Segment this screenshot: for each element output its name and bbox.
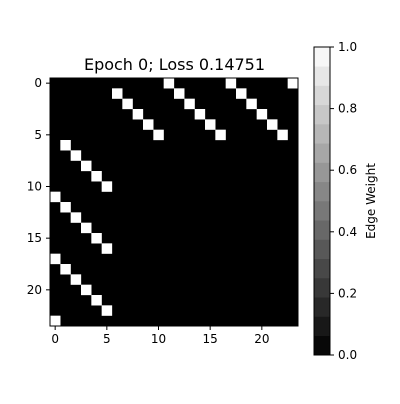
heatmap-cell — [50, 253, 61, 265]
y-tick-label: 15 — [27, 231, 42, 245]
heatmap-cell — [81, 160, 92, 172]
colorbar-tick-label: 1.0 — [338, 40, 357, 54]
colorbar-label: Edge Weight — [364, 163, 378, 239]
colorbar: 0.0 0.2 0.4 0.6 0.8 1.0 Edge Weight — [313, 40, 378, 362]
colorbar-segment — [314, 162, 330, 183]
heatmap-cell — [101, 305, 113, 316]
colorbar-segment — [314, 124, 330, 144]
y-tick-label: 10 — [27, 180, 42, 194]
heatmap-cell — [112, 88, 123, 99]
heatmap-axes: 0 5 10 15 20 0 5 10 15 20 — [27, 76, 299, 346]
colorbar-segment — [314, 239, 330, 260]
heatmap-cell — [101, 243, 113, 254]
y-tick-label: 5 — [34, 128, 42, 142]
colorbar-frame — [313, 46, 331, 356]
heatmap-cell — [267, 119, 278, 130]
colorbar-tick-label: 0.2 — [338, 286, 357, 300]
heatmap-cell — [205, 119, 216, 130]
colorbar-segment — [314, 335, 330, 356]
colorbar-segment — [314, 278, 330, 298]
colorbar-segment — [314, 66, 330, 86]
heatmap-cell — [60, 202, 71, 213]
heatmap-cell — [236, 88, 247, 99]
colorbar-tick-label: 0.0 — [338, 348, 357, 362]
heatmap-cell — [91, 233, 102, 244]
y-tick-label: 20 — [27, 283, 42, 297]
colorbar-segment — [314, 85, 330, 106]
heatmap-cell — [287, 78, 299, 89]
x-tick-label: 20 — [254, 332, 269, 346]
heatmap-cell — [70, 150, 82, 161]
x-tick-label: 10 — [151, 332, 166, 346]
colorbar-segment — [314, 220, 330, 240]
x-tick-label: 15 — [203, 332, 218, 346]
colorbar-segment — [314, 104, 330, 125]
x-tick-label: 5 — [103, 332, 111, 346]
heatmap-cell — [60, 264, 71, 275]
heatmap-cell — [70, 274, 82, 285]
heatmap-cell — [194, 109, 206, 120]
colorbar-segment — [314, 143, 330, 163]
heatmap-cell — [91, 171, 102, 182]
heatmap-cell — [246, 98, 257, 110]
heatmap-cell — [81, 284, 92, 296]
colorbar-tick-label: 0.4 — [338, 225, 357, 239]
heatmap-cell — [163, 78, 175, 89]
colorbar-segment — [314, 316, 330, 337]
heatmap-cell — [277, 129, 288, 141]
heatmap-cell — [215, 129, 226, 141]
heatmap-cell — [81, 222, 92, 234]
heatmap-cell — [256, 109, 268, 120]
heatmap-cell — [184, 98, 195, 110]
heatmap-cell — [101, 181, 113, 192]
heatmap-cell — [60, 140, 71, 151]
plot-frame — [49, 77, 299, 327]
colorbar-segment — [314, 297, 330, 317]
heatmap-cell — [143, 119, 154, 130]
colorbar-segment — [314, 258, 330, 279]
colorbar-segment — [314, 47, 330, 67]
colorbar-tick-label: 0.6 — [338, 163, 357, 177]
heatmap-cell — [132, 109, 144, 120]
y-tick-label: 0 — [34, 76, 42, 90]
heatmap-cell — [91, 295, 102, 306]
heatmap-cell — [174, 88, 185, 99]
colorbar-segment — [314, 181, 330, 202]
heatmap-cell — [122, 98, 133, 110]
colorbar-segment — [314, 201, 330, 221]
x-tick-label: 0 — [51, 332, 59, 346]
chart-title: Epoch 0; Loss 0.14751 — [84, 55, 265, 74]
heatmap-cells — [50, 78, 299, 327]
heatmap-cell — [153, 129, 164, 141]
heatmap-cell — [70, 212, 82, 223]
heatmap-cell — [50, 315, 61, 327]
colorbar-tick-label: 0.8 — [338, 102, 357, 116]
heatmap-cell — [50, 191, 61, 203]
heatmap-cell — [225, 78, 237, 89]
